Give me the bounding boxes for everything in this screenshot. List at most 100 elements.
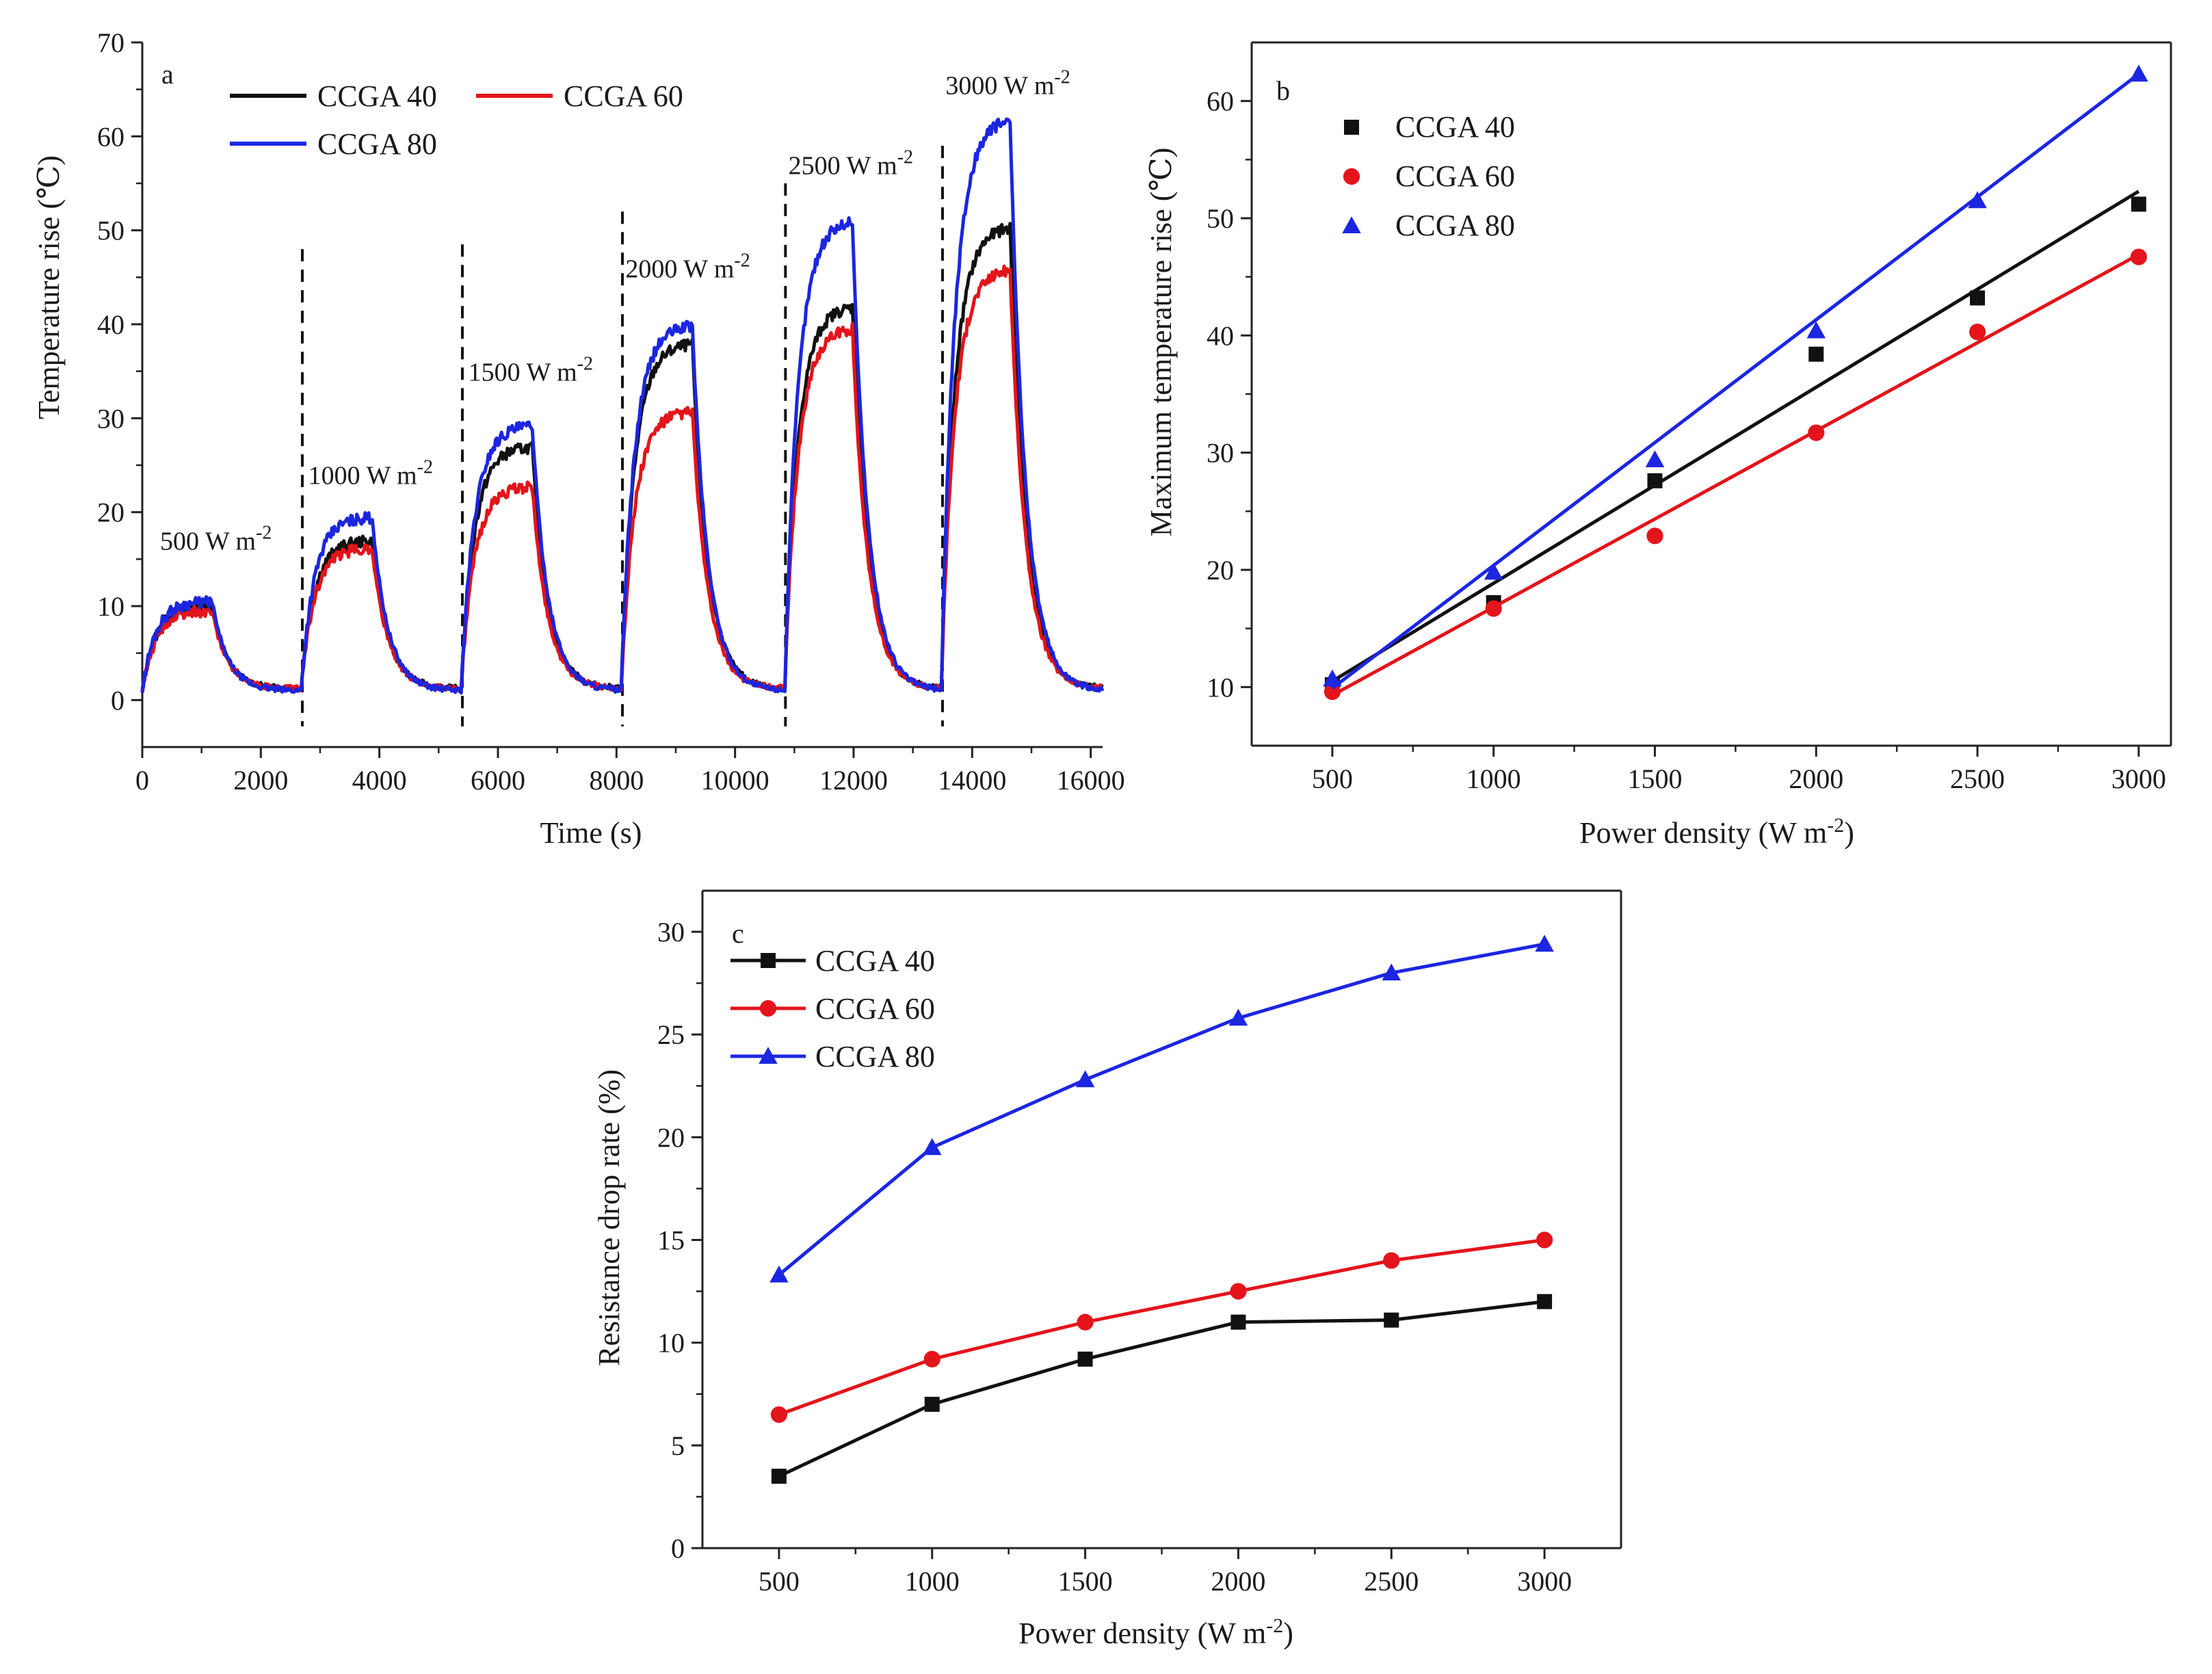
data-point	[1647, 473, 1663, 488]
x-tick-label: 0	[135, 765, 149, 796]
annotation-exponent: -2	[1054, 67, 1070, 88]
y-tick-label: 60	[1207, 86, 1234, 117]
x-axis-title: Time (s)	[540, 816, 642, 850]
y-axis-title: Resistance drop rate (%)	[592, 1069, 626, 1366]
x-tick-label: 10000	[701, 765, 769, 796]
y-axis-title: Maximum temperature rise (℃)	[1144, 148, 1178, 536]
y-tick-label: 40	[97, 309, 124, 340]
y-tick-label: 5	[671, 1430, 685, 1461]
data-point	[1645, 450, 1665, 467]
data-point	[1384, 1312, 1399, 1328]
y-tick-label: 20	[97, 497, 124, 528]
y-axis-title: Temperature rise (℃)	[32, 155, 66, 419]
y-tick-label: 30	[97, 403, 124, 434]
y-tick-label: 15	[657, 1225, 685, 1256]
data-point	[923, 1350, 940, 1368]
x-tick-label: 8000	[589, 765, 644, 796]
power-density-annotation: 2000 W m-2	[625, 250, 750, 283]
legend-label: CCGA 60	[815, 992, 935, 1025]
data-point	[770, 1406, 788, 1423]
data-point	[1075, 1070, 1095, 1088]
data-point	[1808, 424, 1825, 441]
y-tick-label: 10	[657, 1328, 685, 1359]
y-tick-label: 30	[657, 917, 685, 947]
legend-marker	[1344, 120, 1359, 135]
legend-label: CCGA 40	[815, 944, 935, 978]
legend-marker	[1343, 168, 1360, 185]
y-tick-label: 10	[1207, 672, 1234, 703]
data-point	[1324, 683, 1341, 701]
data-point	[1969, 324, 1986, 341]
data-point	[1230, 1314, 1246, 1330]
y-tick-label: 20	[657, 1122, 685, 1153]
data-point	[2130, 248, 2147, 265]
data-point	[1228, 1008, 1248, 1026]
data-point	[1536, 1231, 1553, 1248]
annotation-main: 1500 W m	[469, 358, 577, 387]
annotation-main: 2500 W m	[789, 151, 897, 180]
x-axis-title-main: Power density (W m	[1018, 1617, 1266, 1650]
fit-line	[1331, 73, 2140, 690]
data-point	[1484, 562, 1503, 580]
legend-marker	[759, 1047, 778, 1064]
series-line	[778, 942, 1545, 1277]
data-point	[2131, 196, 2146, 212]
y-tick-label: 70	[97, 27, 124, 58]
y-tick-label: 25	[657, 1019, 685, 1050]
x-tick-label: 14000	[938, 765, 1006, 796]
data-point	[1323, 669, 1342, 687]
x-axis-title: Power density (W m-2)	[1018, 1614, 1293, 1650]
y-tick-label: 30	[1207, 438, 1234, 469]
legend-label: CCGA 40	[1395, 110, 1515, 144]
x-axis-title-exponent: -2	[1827, 814, 1844, 837]
power-density-annotation: 500 W m-2	[160, 523, 272, 556]
x-axis-title: Power density (W m-2)	[1579, 814, 1854, 850]
annotation-exponent: -2	[417, 456, 433, 478]
data-point	[1230, 1283, 1247, 1300]
x-tick-label: 1500	[1627, 763, 1682, 794]
x-axis-title-main: Power density (W m	[1579, 816, 1827, 850]
x-tick-label: 2000	[233, 765, 288, 796]
data-point	[1383, 1252, 1400, 1269]
annotation-exponent: -2	[256, 523, 272, 544]
series-line	[778, 1238, 1545, 1417]
x-tick-label: 4000	[352, 765, 407, 796]
x-tick-label: 1000	[905, 1566, 960, 1597]
data-point	[1970, 290, 1986, 306]
x-tick-label: 3000	[2111, 763, 2166, 794]
data-point	[1968, 191, 1987, 209]
legend-marker	[1342, 216, 1361, 233]
annotation-main: 500 W m	[160, 527, 256, 556]
data-point	[1077, 1351, 1093, 1367]
panel-c-resistance-drop-vs-power: 500 1000 1500 2000 2500 3000 0 5 10 15 20 25 30 Power…	[592, 889, 1622, 1650]
data-point	[771, 1468, 787, 1484]
annotation-exponent: -2	[897, 146, 913, 168]
x-tick-label: 500	[759, 1566, 800, 1597]
annotation-exponent: -2	[577, 353, 593, 374]
x-tick-label: 1000	[1466, 763, 1521, 794]
power-density-annotation: 1500 W m-2	[469, 353, 593, 387]
x-tick-label: 2500	[1364, 1566, 1419, 1597]
data-point	[1485, 600, 1502, 617]
data-point	[1808, 346, 1824, 362]
y-tick-label: 40	[1207, 320, 1234, 351]
data-point	[1537, 1294, 1553, 1309]
y-tick-label: 20	[1207, 555, 1234, 586]
y-tick-label: 10	[97, 591, 124, 622]
temperature-curve-ccga-80	[140, 117, 1105, 695]
legend-label: CCGA 40	[317, 79, 437, 113]
x-tick-label: 16000	[1057, 765, 1125, 796]
legend-label: CCGA 80	[815, 1040, 935, 1073]
fit-line	[1331, 189, 2140, 683]
data-point	[1646, 527, 1663, 545]
legend-marker	[761, 953, 776, 968]
fit-line	[1331, 252, 2140, 697]
x-tick-label: 1500	[1058, 1566, 1113, 1597]
x-tick-label: 6000	[471, 765, 525, 796]
data-point	[923, 1138, 942, 1155]
y-tick-label: 50	[97, 215, 124, 246]
panel-letter: c	[732, 918, 744, 949]
legend-label: CCGA 80	[317, 127, 437, 161]
x-axis-title-end: )	[1844, 816, 1854, 850]
